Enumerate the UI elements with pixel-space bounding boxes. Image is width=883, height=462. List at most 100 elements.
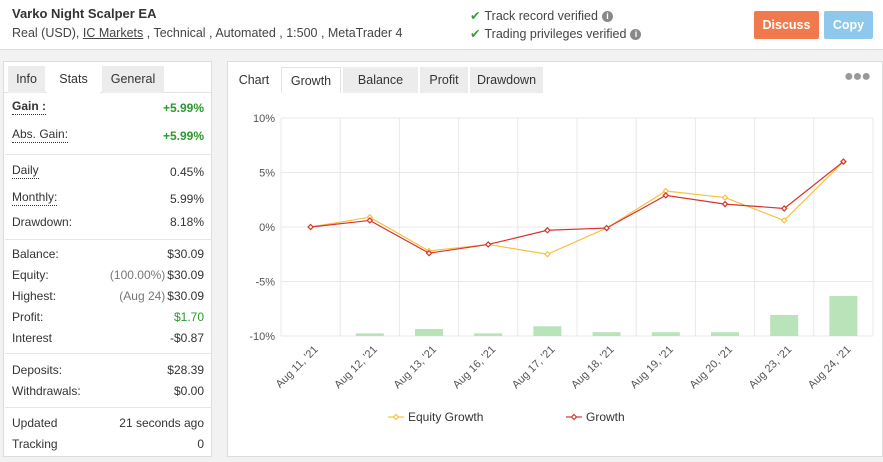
stat-label: Profit: bbox=[12, 310, 44, 324]
tab-growth[interactable]: Growth bbox=[281, 67, 341, 93]
stat-value: +5.99% bbox=[162, 101, 204, 115]
legend-label: Equity Growth bbox=[408, 410, 483, 424]
bar bbox=[474, 333, 503, 336]
stat-value: $28.39 bbox=[167, 363, 204, 377]
tab-stats[interactable]: Stats bbox=[47, 66, 100, 93]
data-point bbox=[544, 226, 551, 234]
legend-label: Growth bbox=[586, 410, 625, 424]
x-tick-label: Aug 20, '21 bbox=[688, 344, 736, 392]
stat-gain: Gain : +5.99% bbox=[12, 99, 204, 117]
data-point bbox=[840, 158, 847, 165]
system-header: Varko Night Scalper EA Real (USD), IC Ma… bbox=[0, 0, 883, 50]
stat-profit: Profit: $1.70 bbox=[12, 308, 204, 326]
stat-label: Withdrawals: bbox=[12, 384, 81, 398]
stat-label: Balance: bbox=[12, 247, 59, 261]
legend-marker bbox=[392, 413, 400, 421]
stat-drawdown: Drawdown: 8.18% bbox=[12, 213, 204, 231]
stat-value: 0 bbox=[197, 437, 204, 451]
data-point bbox=[780, 205, 788, 212]
stat-label[interactable]: Gain : bbox=[12, 99, 47, 115]
stat-monthly: Monthly: 5.99% bbox=[12, 190, 204, 208]
data-point bbox=[603, 224, 610, 232]
stat-daily: Daily 0.45% bbox=[12, 163, 204, 181]
stat-subvalue: (100.00%) bbox=[109, 268, 166, 282]
data-point bbox=[366, 217, 374, 224]
stat-value: $30.09 bbox=[167, 289, 204, 303]
data-point bbox=[662, 192, 670, 199]
stats-panel: Info Stats General Gain : +5.99% Abs. Ga… bbox=[3, 61, 212, 457]
stat-label: Updated bbox=[12, 416, 58, 430]
data-point bbox=[307, 223, 314, 231]
stat-value: 5.99% bbox=[169, 192, 204, 206]
stat-label: Deposits: bbox=[12, 363, 63, 377]
tab-general[interactable]: General bbox=[102, 66, 164, 93]
x-tick-label: Aug 23, '21 bbox=[747, 344, 795, 392]
series-line bbox=[310, 161, 844, 254]
divider bbox=[5, 353, 212, 354]
discuss-button[interactable]: Discuss bbox=[754, 11, 819, 39]
tab-drawdown[interactable]: Drawdown bbox=[470, 67, 543, 93]
x-tick-label: Aug 24, '21 bbox=[806, 344, 854, 392]
trading-privileges-label: Trading privileges verified bbox=[484, 27, 627, 41]
y-tick-label: 0% bbox=[259, 222, 275, 234]
copy-button[interactable]: Copy bbox=[824, 11, 873, 39]
trading-privileges-verified: ✔ Trading privileges verified i bbox=[470, 26, 642, 41]
stat-label[interactable]: Monthly: bbox=[12, 190, 58, 206]
tab-info[interactable]: Info bbox=[8, 66, 45, 93]
x-tick-label: Aug 17, '21 bbox=[510, 344, 558, 392]
bar bbox=[592, 332, 621, 336]
data-point bbox=[780, 217, 788, 224]
stat-interest: Interest -$0.87 bbox=[12, 329, 204, 347]
stat-withdrawals: Withdrawals: $0.00 bbox=[12, 382, 204, 400]
data-point bbox=[544, 250, 551, 258]
meta-prefix: Real (USD), bbox=[12, 26, 83, 40]
more-options-icon[interactable]: ●●● bbox=[844, 68, 871, 85]
tab-profit[interactable]: Profit bbox=[420, 67, 468, 93]
tab-chart[interactable]: Chart bbox=[238, 73, 270, 87]
tab-balance[interactable]: Balance bbox=[343, 67, 418, 93]
stat-value: 21 seconds ago bbox=[119, 416, 204, 430]
x-tick-label: Aug 18, '21 bbox=[569, 344, 617, 392]
data-point bbox=[484, 241, 492, 248]
legend-marker bbox=[570, 413, 578, 421]
x-tick-label: Aug 19, '21 bbox=[628, 344, 676, 392]
stat-equity: Equity: (100.00%) $30.09 bbox=[12, 266, 204, 284]
stat-value: $1.70 bbox=[173, 310, 204, 324]
bar bbox=[651, 332, 680, 336]
stat-label: Interest bbox=[12, 331, 53, 345]
stat-value: -$0.87 bbox=[169, 331, 204, 345]
stat-value: $30.09 bbox=[167, 247, 204, 261]
series-line bbox=[310, 161, 844, 255]
stat-value: $30.09 bbox=[167, 268, 204, 282]
stats-tabs: Info Stats General bbox=[4, 62, 211, 93]
broker-link[interactable]: IC Markets bbox=[82, 26, 144, 40]
stat-highest: Highest: (Aug 24) $30.09 bbox=[12, 287, 204, 305]
data-point bbox=[425, 249, 433, 257]
bar bbox=[415, 328, 443, 336]
system-name: Varko Night Scalper EA bbox=[12, 6, 157, 21]
x-tick-label: Aug 12, '21 bbox=[332, 344, 380, 392]
stat-label: Equity: bbox=[12, 268, 49, 282]
data-point bbox=[721, 194, 729, 201]
y-tick-label: -10% bbox=[249, 331, 275, 343]
stat-label[interactable]: Abs. Gain: bbox=[12, 127, 69, 143]
bar bbox=[711, 332, 739, 336]
y-tick-label: 5% bbox=[259, 168, 275, 180]
check-icon: ✔ bbox=[470, 9, 481, 23]
x-tick-label: Aug 11, '21 bbox=[274, 344, 321, 391]
info-icon[interactable]: i bbox=[601, 11, 613, 22]
divider bbox=[5, 154, 212, 155]
meta-suffix: , Technical , Automated , 1:500 , MetaTr… bbox=[143, 26, 403, 40]
growth-chart: 10%5%0%-5%-10%Aug 11, '21 Aug 12, '21 Aug … bbox=[249, 113, 874, 424]
bar bbox=[770, 314, 799, 336]
bar bbox=[533, 326, 562, 336]
divider bbox=[5, 407, 212, 408]
stat-label[interactable]: Daily bbox=[12, 163, 39, 179]
track-record-verified: ✔ Track record verified i bbox=[470, 8, 613, 23]
stat-value: +5.99% bbox=[162, 129, 204, 143]
stat-abs-gain: Abs. Gain: +5.99% bbox=[12, 127, 204, 145]
stat-balance: Balance: $30.09 bbox=[12, 245, 204, 263]
y-tick-label: -5% bbox=[255, 277, 275, 289]
info-icon[interactable]: i bbox=[630, 29, 642, 40]
bar bbox=[355, 333, 384, 336]
